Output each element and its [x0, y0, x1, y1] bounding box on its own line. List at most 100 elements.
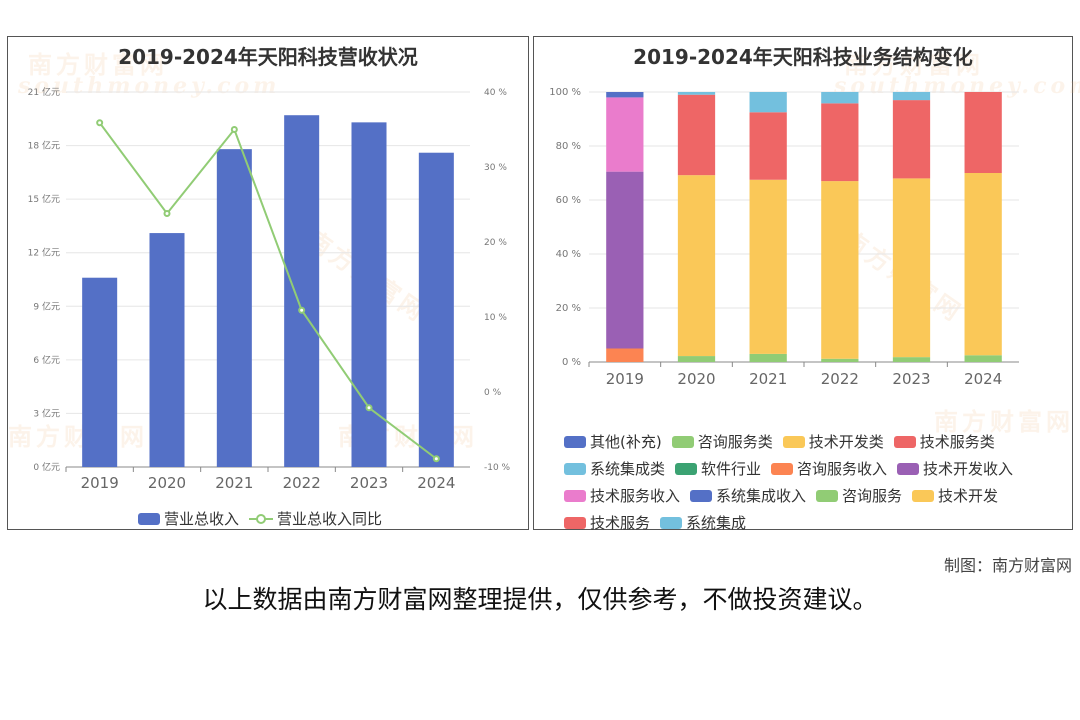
revenue-bar: [216, 149, 252, 467]
y-tick-label: 80 %: [556, 141, 581, 152]
legend-label: 咨询服务类: [697, 433, 773, 451]
stacked-bar-segment: [821, 358, 859, 362]
chart-title: 2019-2024年天阳科技营收状况: [118, 45, 418, 69]
stacked-bar-segment: [606, 171, 644, 349]
stacked-bar-segment: [964, 92, 1002, 173]
y-tick-label: 12 亿元: [28, 247, 60, 259]
y2-tick-label: 0 %: [484, 388, 502, 398]
x-tick-label: 2021: [749, 370, 787, 388]
x-tick-label: 2024: [417, 474, 455, 492]
legend-item[interactable]: 咨询服务收入: [771, 458, 887, 479]
y-tick-label: 21 亿元: [28, 86, 60, 98]
revenue-bar: [351, 122, 387, 467]
legend-label: 其他(补充): [590, 433, 662, 451]
legend-label: 咨询服务收入: [797, 460, 888, 478]
y-tick-label: 18 亿元: [28, 140, 60, 152]
legend-swatch: [816, 489, 839, 502]
stacked-bar-segment: [677, 175, 716, 357]
legend-label: 技术开发类: [808, 433, 884, 451]
legend-item-revenue[interactable]: 营业总收入: [138, 508, 239, 529]
y-tick-label: 3 亿元: [33, 407, 60, 419]
legend-item[interactable]: 技术开发收入: [897, 458, 1013, 479]
structure-chart-legend: 其他(补充) 咨询服务类 技术开发类 技术服务类 系统集成类 软件行业 咨询服务收入 技术开发…: [564, 431, 1013, 539]
legend-label: 技术服务类: [919, 433, 995, 451]
legend-swatch-bar: [138, 512, 160, 525]
legend-item[interactable]: 技术服务类: [893, 431, 995, 452]
stacked-bar-segment: [821, 103, 859, 182]
legend-swatch: [690, 489, 713, 502]
disclaimer-text: 以上数据由南方财富网整理提供，仅供参考，不做投资建议。: [202, 585, 878, 614]
y-tick-label: 0 %: [562, 357, 581, 368]
legend-item[interactable]: 系统集成收入: [690, 485, 806, 506]
legend-label: 软件行业: [701, 460, 762, 478]
x-tick-label: 2021: [215, 474, 253, 492]
legend-label: 技术服务收入: [590, 487, 681, 505]
stacked-bar-segment: [892, 357, 931, 362]
y-tick-label: 6 亿元: [33, 354, 60, 366]
chart-maker-credit: 制图：南方财富网: [943, 556, 1072, 575]
y-tick-label: 40 %: [556, 249, 581, 260]
stacked-bar-segment: [964, 355, 1002, 362]
legend-item[interactable]: 系统集成类: [564, 458, 665, 479]
legend-label: 技术开发收入: [923, 460, 1014, 478]
legend-item[interactable]: 系统集成: [660, 512, 746, 533]
legend-item[interactable]: 技术开发: [912, 485, 998, 506]
y-tick-label: 60 %: [556, 195, 581, 206]
yoy-point: [230, 126, 238, 133]
legend-item-yoy[interactable]: 营业总收入同比: [249, 508, 382, 529]
yoy-point: [298, 306, 306, 314]
stacked-bar-segment: [749, 112, 787, 180]
y2-tick-label: 10 %: [484, 313, 507, 323]
legend-label: 技术开发: [938, 487, 999, 505]
legend-item[interactable]: 其他(补充): [564, 431, 662, 452]
legend-swatch: [675, 462, 698, 475]
legend-row: 其他(补充) 咨询服务类 技术开发类 技术服务类: [564, 431, 1013, 452]
legend-label: 技术服务: [590, 514, 651, 532]
legend-item[interactable]: 技术服务: [564, 512, 650, 533]
yoy-point: [163, 210, 171, 217]
y-tick-label: 15 亿元: [28, 193, 60, 205]
legend-swatch: [912, 489, 935, 502]
revenue-chart-legend: 营业总收入 营业总收入同比: [138, 508, 382, 529]
legend-label: 系统集成收入: [716, 487, 807, 505]
legend-row: 系统集成类 软件行业 咨询服务收入 技术开发收入: [564, 458, 1013, 479]
revenue-bar: [82, 277, 118, 467]
legend-item[interactable]: 技术服务收入: [564, 485, 680, 506]
stacked-bar-segment: [677, 356, 716, 362]
legend-item[interactable]: 软件行业: [675, 458, 761, 479]
legend-swatch: [564, 516, 586, 529]
legend-item[interactable]: 咨询服务类: [671, 431, 773, 452]
legend-swatch: [782, 435, 805, 448]
stacked-bar-segment: [749, 179, 787, 354]
stacked-bar-segment: [677, 92, 716, 95]
revenue-bar: [418, 152, 454, 467]
yoy-point: [96, 119, 104, 127]
legend-label: 营业总收入: [164, 510, 240, 528]
stacked-bar-segment: [749, 92, 787, 113]
legend-label: 系统集成: [686, 514, 747, 532]
x-tick-label: 2023: [892, 370, 930, 388]
x-tick-label: 2019: [606, 370, 644, 388]
y-tick-label: 20 %: [556, 303, 581, 314]
stacked-bar-segment: [606, 348, 644, 362]
yoy-line: [98, 122, 437, 460]
yoy-point: [432, 455, 440, 463]
legend-item[interactable]: 技术开发类: [782, 431, 884, 452]
legend-item[interactable]: 咨询服务: [816, 485, 902, 506]
x-tick-label: 2020: [148, 474, 186, 492]
legend-label: 咨询服务: [842, 487, 903, 505]
y2-tick-label: -10 %: [484, 463, 511, 473]
structure-chart-panel: 南方财富网 southmoney.com 南方财富网 南方财富网 2019-20…: [533, 36, 1080, 532]
legend-swatch: [771, 462, 794, 475]
legend-label: 系统集成类: [590, 460, 666, 478]
stacked-bar-segment: [606, 92, 644, 98]
revenue-bar: [149, 233, 185, 467]
x-tick-label: 2022: [283, 474, 321, 492]
y2-tick-label: 40 %: [484, 88, 507, 98]
chart-title: 2019-2024年天阳科技业务结构变化: [633, 45, 973, 69]
revenue-bar: [284, 115, 320, 467]
legend-swatch-line: [249, 513, 274, 524]
stacked-bar-segment: [677, 94, 716, 176]
legend-label: 营业总收入同比: [277, 510, 383, 528]
stacked-bar-segment: [892, 178, 931, 358]
